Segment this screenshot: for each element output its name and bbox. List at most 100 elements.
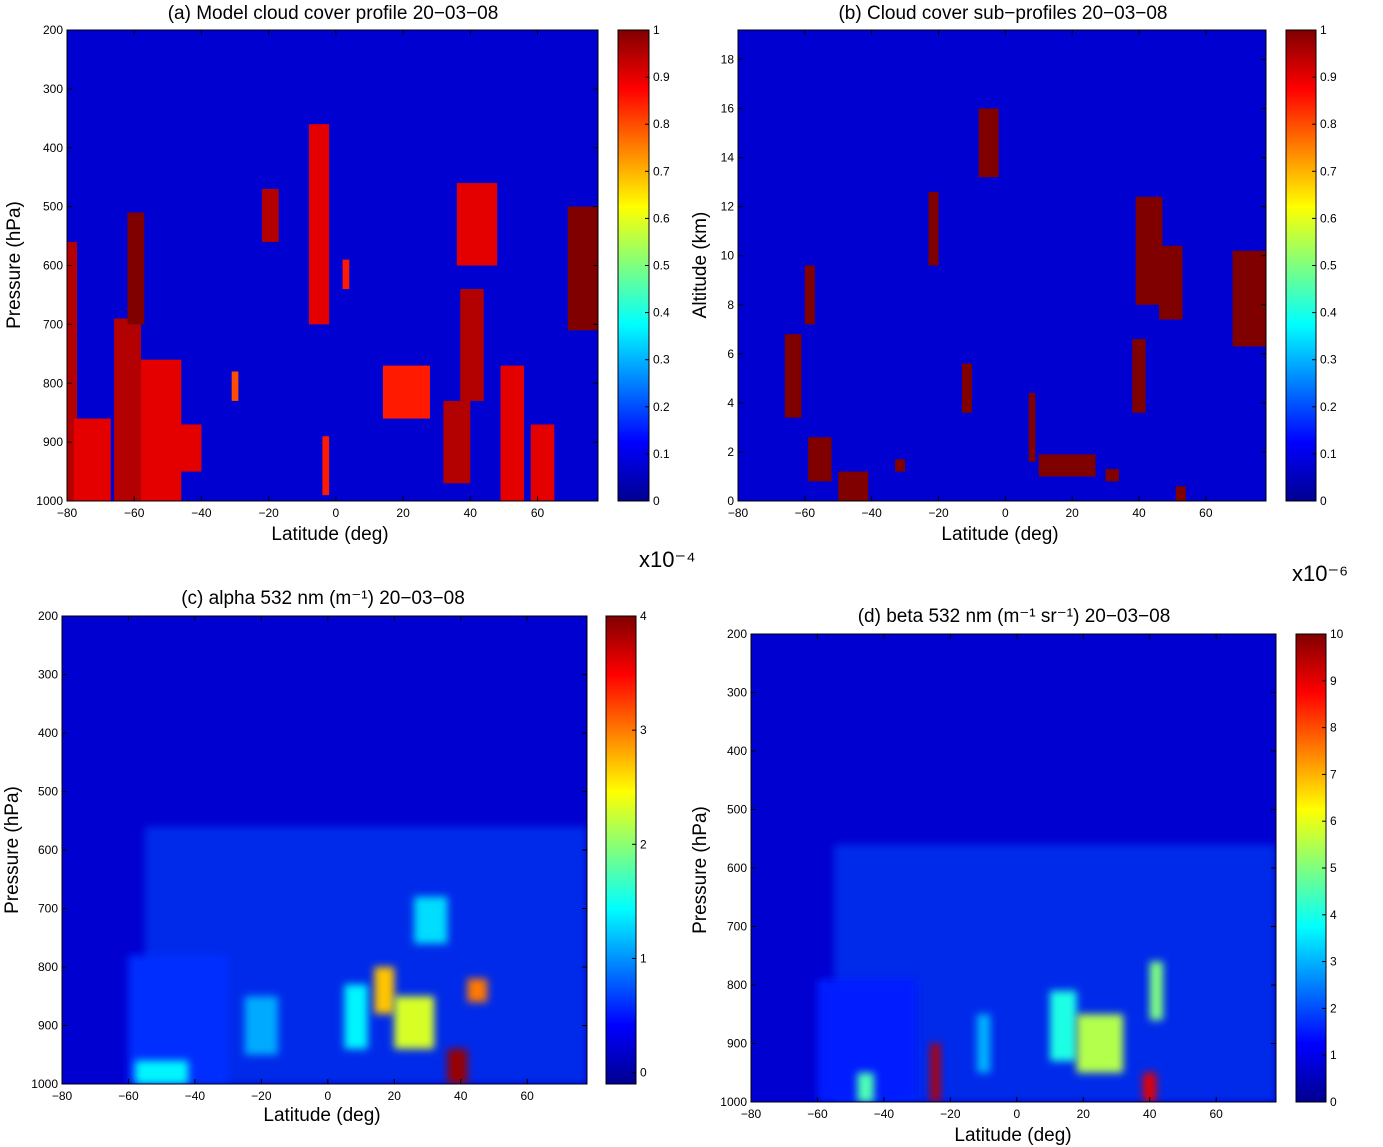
panel-c-ylabel: Pressure (hPa) <box>2 786 23 914</box>
panel-a-colorbar: 0 0.1 0.2 0.3 0.4 0.5 0.6 0.7 0.8 0.9 1 <box>617 23 670 508</box>
colorbar-tick-label: 3 <box>1330 955 1337 969</box>
panel-d-scale-label: x10⁻⁶ <box>1292 561 1348 586</box>
colorbar-tick-label: 0.6 <box>653 211 670 225</box>
plot-background <box>738 30 1266 501</box>
colorbar-tick-label: 1 <box>1330 1048 1337 1062</box>
cloud-cell <box>342 259 350 290</box>
cloud-cell <box>838 471 869 501</box>
x-tick-label: 0 <box>1002 506 1009 520</box>
plot-frame <box>737 29 1267 502</box>
x-tick-label: 60 <box>531 506 545 520</box>
colorbar-tick-label: 0 <box>1320 494 1327 508</box>
colorbar-tick-label: 0 <box>640 1066 647 1080</box>
cloud-cell <box>460 289 484 401</box>
x-tick-label: 20 <box>396 506 410 520</box>
y-tick-label: 8 <box>727 298 734 312</box>
y-tick-label: 1000 <box>31 1077 58 1091</box>
y-tick-label: 300 <box>727 686 747 700</box>
y-tick-label: 400 <box>38 726 58 740</box>
x-tick-label: −40 <box>191 506 212 520</box>
panel-b-plot: −80 −60 −40 −20 0 20 40 60 0 2 4 6 8 10 12 14 16 18 <box>721 29 1267 520</box>
panel-b-xlabel: Latitude (deg) <box>941 524 1058 545</box>
cloud-cell <box>374 967 395 1014</box>
cloud-cell <box>1143 1072 1157 1102</box>
cloud-cell <box>73 418 111 501</box>
y-tick-label: 14 <box>721 151 735 165</box>
y-tick-label: 500 <box>38 785 58 799</box>
colorbar-tick-label: 0.8 <box>653 117 670 131</box>
colorbar-tick-label: 0.5 <box>653 259 670 273</box>
x-tick-label: −80 <box>57 506 78 520</box>
x-tick-label: 20 <box>1065 506 1079 520</box>
y-tick-label: 700 <box>38 902 58 916</box>
colorbar-tick-label: 0 <box>1330 1095 1337 1109</box>
x-tick-label: −60 <box>795 506 816 520</box>
cloud-cell <box>456 183 498 266</box>
cloud-cell <box>1076 1014 1124 1073</box>
panel-a-ylabel: Pressure (hPa) <box>4 201 25 329</box>
colorbar-tick-label: 0.4 <box>653 306 670 320</box>
panel-c-plot: −80 −60 −40 −20 0 20 40 60 200 300 400 500 600 700 800… <box>31 609 588 1103</box>
y-tick-label: 800 <box>43 376 63 390</box>
y-tick-label: 0 <box>727 494 734 508</box>
x-tick-label: 40 <box>1132 506 1146 520</box>
x-tick-label: 40 <box>464 506 478 520</box>
cloud-cell <box>1105 469 1119 482</box>
y-tick-label: 900 <box>727 1037 747 1051</box>
cloud-cell <box>1232 250 1266 347</box>
cloud-cell <box>114 318 141 501</box>
x-tick-label: 60 <box>521 1089 535 1103</box>
panel-c-scale-label: x10⁻⁴ <box>639 547 696 572</box>
x-tick-label: 60 <box>1210 1107 1224 1121</box>
cloud-cell <box>857 1072 874 1102</box>
x-tick-label: −40 <box>185 1089 206 1103</box>
colorbar-tick-label: 1 <box>1320 23 1327 37</box>
colorbar-ramp <box>617 29 650 502</box>
colorbar-tick-label: 0.3 <box>653 353 670 367</box>
x-tick-label: −80 <box>741 1107 762 1121</box>
y-tick-label: 18 <box>721 52 735 66</box>
colorbar-tick-label: 4 <box>640 609 647 623</box>
cloud-cell <box>784 334 802 418</box>
cloud-cell <box>344 984 368 1049</box>
y-tick-label: 600 <box>43 259 63 273</box>
y-tick-label: 700 <box>727 920 747 934</box>
colorbar-ramp <box>1285 29 1317 502</box>
panel-d-colorbar: 0 1 2 3 4 5 6 7 8 9 10 <box>1295 627 1344 1109</box>
x-tick-label: 0 <box>1013 1107 1020 1121</box>
colorbar-tick-label: 5 <box>1330 861 1337 875</box>
colorbar-ramp <box>1295 633 1327 1103</box>
colorbar-tick-label: 1 <box>653 23 660 37</box>
cloud-cell <box>567 206 598 331</box>
panel-d: x10⁻⁶ (d) beta 532 nm (m⁻¹ sr⁻¹) 20−03−0… <box>690 561 1348 1146</box>
cloud-cell <box>167 424 202 472</box>
x-tick-label: 20 <box>388 1089 402 1103</box>
colorbar-tick-label: 0.8 <box>1320 117 1337 131</box>
cloud-cell <box>394 996 435 1049</box>
colorbar-tick-label: 1 <box>640 951 647 965</box>
x-tick-label: −40 <box>874 1107 895 1121</box>
colorbar-tick-label: 0.5 <box>1320 259 1337 273</box>
colorbar-tick-label: 0.1 <box>653 447 670 461</box>
x-tick-label: −20 <box>258 506 279 520</box>
y-tick-label: 300 <box>43 82 63 96</box>
y-tick-label: 800 <box>38 960 58 974</box>
colorbar-tick-label: 4 <box>1330 908 1337 922</box>
x-tick-label: −20 <box>940 1107 961 1121</box>
panel-c-title: (c) alpha 532 nm (m⁻¹) 20−03−08 <box>181 588 465 609</box>
cloud-cell <box>135 1060 189 1084</box>
y-tick-label: 600 <box>727 861 747 875</box>
panel-c-colorbar: 0 1 2 3 4 <box>605 609 647 1085</box>
y-tick-label: 400 <box>43 141 63 155</box>
cloud-cell <box>961 363 972 413</box>
y-tick-label: 16 <box>721 102 735 116</box>
panel-c-xlabel: Latitude (deg) <box>263 1105 380 1126</box>
panel-d-xlabel: Latitude (deg) <box>954 1125 1071 1146</box>
cloud-cell <box>808 437 832 482</box>
cloud-cell <box>530 424 555 501</box>
cloud-cell <box>244 996 278 1055</box>
panel-a-xlabel: Latitude (deg) <box>271 524 388 545</box>
cloud-cell <box>231 371 239 401</box>
colorbar-tick-label: 6 <box>1330 814 1337 828</box>
cloud-cell <box>978 108 999 178</box>
